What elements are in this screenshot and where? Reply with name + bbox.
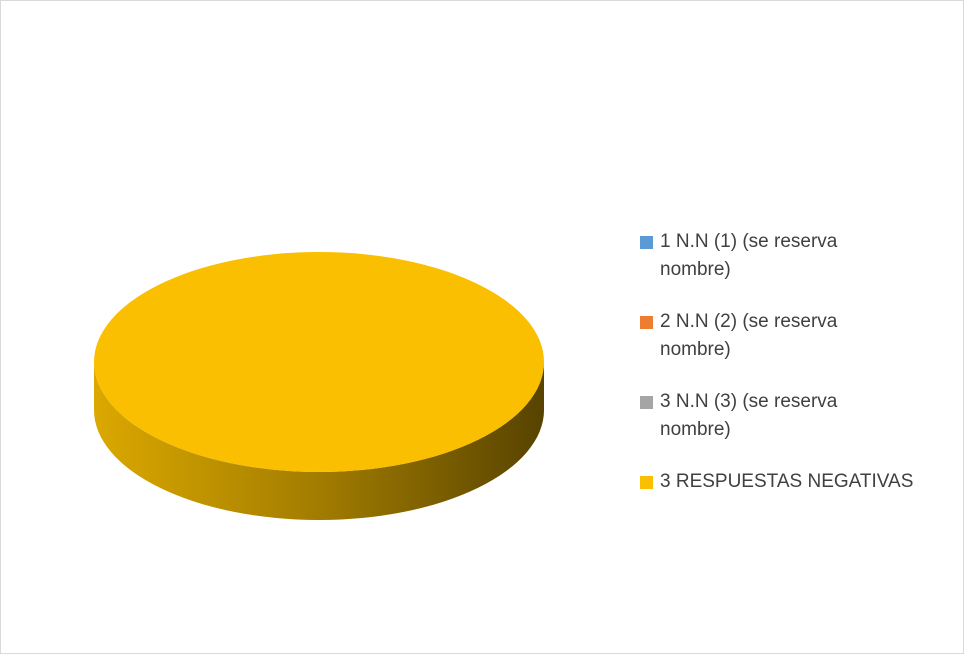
legend-label: 2 N.N (2) (se reserva nombre): [660, 311, 838, 360]
legend: 1 N.N (1) (se reserva nombre) 2 N.N (2) (…: [640, 228, 913, 520]
pie-slice: [94, 252, 544, 472]
legend-item: 1 N.N (1) (se reserva nombre): [640, 228, 880, 284]
legend-item: 2 N.N (2) (se reserva nombre): [640, 308, 880, 364]
legend-item: 3 RESPUESTAS NEGATIVAS: [640, 468, 913, 496]
legend-item: 3 N.N (3) (se reserva nombre): [640, 388, 880, 444]
legend-swatch: [640, 396, 653, 409]
legend-swatch: [640, 476, 653, 489]
legend-label: 3 RESPUESTAS NEGATIVAS: [660, 471, 914, 492]
legend-swatch: [640, 316, 653, 329]
pie-slice-side-shade: [94, 362, 544, 520]
legend-label: 1 N.N (1) (se reserva nombre): [660, 231, 838, 280]
legend-swatch: [640, 236, 653, 249]
legend-label: 3 N.N (3) (se reserva nombre): [660, 391, 838, 440]
